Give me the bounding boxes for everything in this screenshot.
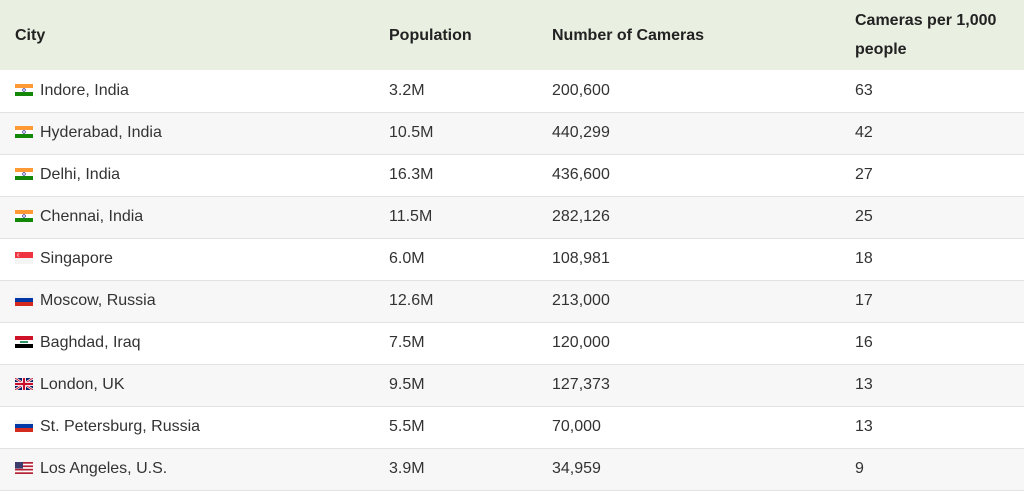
city-cell: Los Angeles, U.S. xyxy=(0,448,374,490)
per-1000-cell: 16 xyxy=(855,334,873,351)
city-cell: Indore, India xyxy=(0,70,374,112)
population-cell: 3.2M xyxy=(389,81,425,99)
per-1000-cell: 9 xyxy=(855,460,864,477)
per-1000-cell: 42 xyxy=(855,124,873,141)
table-row: Baghdad, Iraq 7.5M 120,000 16 xyxy=(0,322,1024,364)
singapore-flag-icon xyxy=(15,252,33,264)
population-cell: 6.0M xyxy=(389,250,425,267)
per-1000-cell: 17 xyxy=(855,292,873,309)
column-header-cameras[interactable]: Number of Cameras xyxy=(552,26,705,44)
population-cell: 16.3M xyxy=(389,166,434,183)
city-name: Los Angeles, U.S. xyxy=(40,460,168,477)
city-name: St. Petersburg, Russia xyxy=(40,418,201,435)
city-name: Singapore xyxy=(40,250,113,267)
india-flag-icon xyxy=(15,168,33,180)
population-cell: 3.9M xyxy=(389,460,425,477)
uk-flag-icon xyxy=(15,378,33,390)
population-cell: 5.5M xyxy=(389,418,425,435)
usa-flag-icon xyxy=(15,462,33,474)
population-cell: 9.5M xyxy=(389,376,425,393)
russia-flag-icon xyxy=(15,294,33,306)
table-row: Indore, India 3.2M 200,600 63 xyxy=(0,70,1024,112)
city-cell: London, UK xyxy=(0,364,374,406)
column-header-population[interactable]: Population xyxy=(389,26,472,44)
cameras-cell: 127,373 xyxy=(552,376,610,393)
table-row: Delhi, India 16.3M 436,600 27 xyxy=(0,154,1024,196)
city-cell: Chennai, India xyxy=(0,196,374,238)
cameras-cell: 200,600 xyxy=(552,81,610,99)
city-cell: St. Petersburg, Russia xyxy=(0,406,374,448)
per-1000-cell: 13 xyxy=(855,376,873,393)
cameras-cell: 70,000 xyxy=(552,418,601,435)
city-name: Baghdad, Iraq xyxy=(40,334,141,351)
table-row: St. Petersburg, Russia 5.5M 70,000 13 xyxy=(0,406,1024,448)
city-name: Moscow, Russia xyxy=(40,292,156,309)
population-cell: 7.5M xyxy=(389,334,425,351)
column-header-per-1000[interactable]: Cameras per 1,000 people xyxy=(855,12,997,58)
column-header-city[interactable]: City xyxy=(15,26,46,44)
india-flag-icon xyxy=(15,210,33,222)
cameras-cell: 282,126 xyxy=(552,208,610,225)
per-1000-cell: 25 xyxy=(855,208,873,225)
per-1000-cell: 18 xyxy=(855,250,873,267)
table-row: Chennai, India 11.5M 282,126 25 xyxy=(0,196,1024,238)
city-name: Chennai, India xyxy=(40,208,144,225)
city-cell: Moscow, Russia xyxy=(0,280,374,322)
city-name: London, UK xyxy=(40,376,125,393)
per-1000-cell: 63 xyxy=(855,81,873,99)
city-name: Indore, India xyxy=(40,81,129,99)
city-cell: Singapore xyxy=(0,238,374,280)
population-cell: 11.5M xyxy=(389,208,433,225)
india-flag-icon xyxy=(15,83,33,96)
cameras-cell: 34,959 xyxy=(552,460,601,477)
india-flag-icon xyxy=(15,126,33,138)
cameras-cell: 436,600 xyxy=(552,166,610,183)
cameras-cell: 440,299 xyxy=(552,124,610,141)
city-cell: Delhi, India xyxy=(0,154,374,196)
population-cell: 10.5M xyxy=(389,124,434,141)
city-name: Delhi, India xyxy=(40,166,121,183)
per-1000-cell: 27 xyxy=(855,166,873,183)
table-header-row: City Population Number of Cameras Camera… xyxy=(0,0,1024,70)
cameras-cell: 213,000 xyxy=(552,292,610,309)
table-row: London, UK 9.5M 127,373 13 xyxy=(0,364,1024,406)
per-1000-cell: 13 xyxy=(855,418,873,435)
city-name: Hyderabad, India xyxy=(40,124,162,141)
cameras-cell: 120,000 xyxy=(552,334,610,351)
table-row: Singapore 6.0M 108,981 18 xyxy=(0,238,1024,280)
table-row: Los Angeles, U.S. 3.9M 34,959 9 xyxy=(0,448,1024,490)
table-row: Hyderabad, India 10.5M 440,299 42 xyxy=(0,112,1024,154)
cameras-cell: 108,981 xyxy=(552,250,610,267)
population-cell: 12.6M xyxy=(389,292,434,309)
table-row: Moscow, Russia 12.6M 213,000 17 xyxy=(0,280,1024,322)
city-cell: Baghdad, Iraq xyxy=(0,322,374,364)
iraq-flag-icon xyxy=(15,336,33,348)
city-cell: Hyderabad, India xyxy=(0,112,374,154)
russia-flag-icon xyxy=(15,420,33,432)
